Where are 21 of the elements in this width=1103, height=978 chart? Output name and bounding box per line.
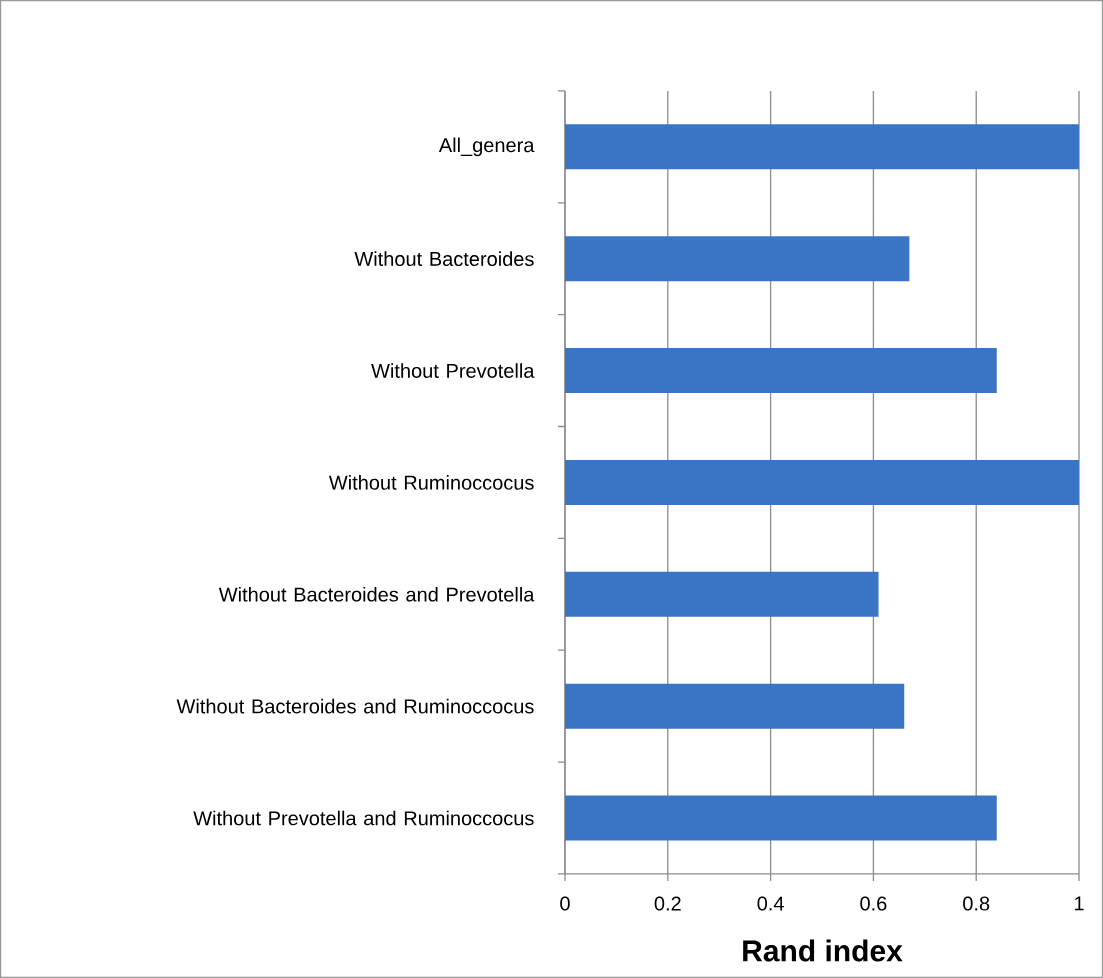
x-tick-label: 0.8 [963,896,990,911]
y-tick-label: Without Prevotella [371,363,535,378]
x-tick-label: 0.6 [860,896,887,911]
bar [565,459,1080,505]
y-tick-label: All_genera [438,137,535,157]
bar [565,571,879,617]
x-axis-title: Rand index [743,939,903,962]
x-tick-label: 1 [1074,896,1084,911]
y-tick-label: Without Bacteroides [354,251,534,267]
bar [565,236,910,282]
y-tick-label: Without Bacteroides and Ruminoccocus [176,698,534,714]
y-tick-label: Without Ruminoccocus [328,475,534,490]
x-tick-label: 0.4 [757,896,784,911]
bar [565,124,1080,170]
x-tick-label: 0 [560,896,570,911]
y-tick-label: Without Prevotella and Ruminoccocus [193,810,534,826]
bar [565,683,905,729]
y-tick-label: Without Bacteroides and Prevotella [218,586,535,602]
bar [565,348,997,394]
x-tick-label: 0.2 [654,896,681,911]
bar [565,795,997,841]
